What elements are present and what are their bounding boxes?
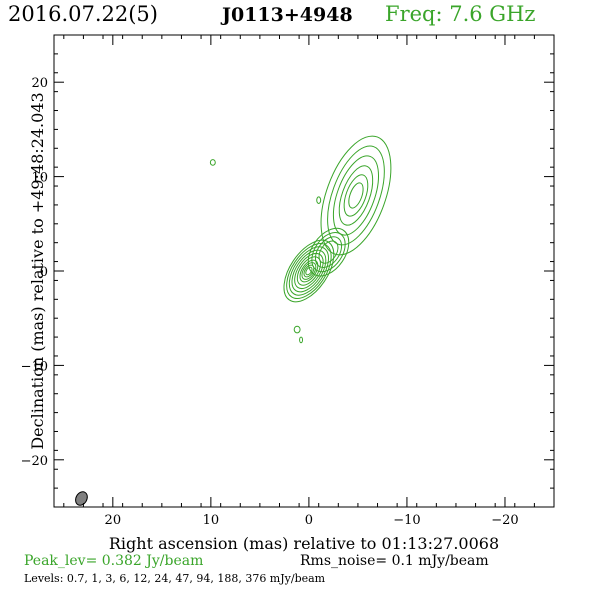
x-axis-label: Right ascension (mas) relative to 01:13:… xyxy=(109,534,499,553)
contour-level xyxy=(278,236,340,306)
contour-level xyxy=(210,160,215,166)
contour-level xyxy=(339,172,372,220)
contour-level xyxy=(346,181,366,210)
rms-noise: Rms_noise= 0.1 mJy/beam xyxy=(300,553,489,569)
x-tick-label: 10 xyxy=(203,513,220,528)
contour-layer xyxy=(210,127,405,343)
contour-blob-2 xyxy=(317,197,321,204)
y-axis-label: Declination (mas) relative to +49:48:24.… xyxy=(28,92,47,449)
x-tick-label: 0 xyxy=(305,513,313,528)
y-tick-label: −20 xyxy=(21,454,48,469)
contour-level xyxy=(316,139,396,253)
beam-layer xyxy=(73,490,89,508)
x-tick-label: −10 xyxy=(393,513,420,528)
x-tick-label: 20 xyxy=(105,513,122,528)
y-tick-label: 20 xyxy=(31,76,48,91)
contour-levels: Levels: 0.7, 1, 3, 6, 12, 24, 47, 94, 18… xyxy=(24,572,325,585)
contour-level xyxy=(300,337,303,343)
contour-level xyxy=(299,260,318,282)
contour-blob-4 xyxy=(300,337,303,343)
x-tick-label: −20 xyxy=(491,513,518,528)
contour-blob-3 xyxy=(294,326,300,333)
contour-blob-1 xyxy=(210,160,215,166)
contour-level xyxy=(324,150,387,241)
peak-level: Peak_lev= 0.382 Jy/beam xyxy=(24,553,203,569)
beam-ellipse xyxy=(73,490,89,508)
contour-level xyxy=(332,162,379,230)
contour-level xyxy=(294,326,300,333)
contour-level xyxy=(317,197,321,204)
